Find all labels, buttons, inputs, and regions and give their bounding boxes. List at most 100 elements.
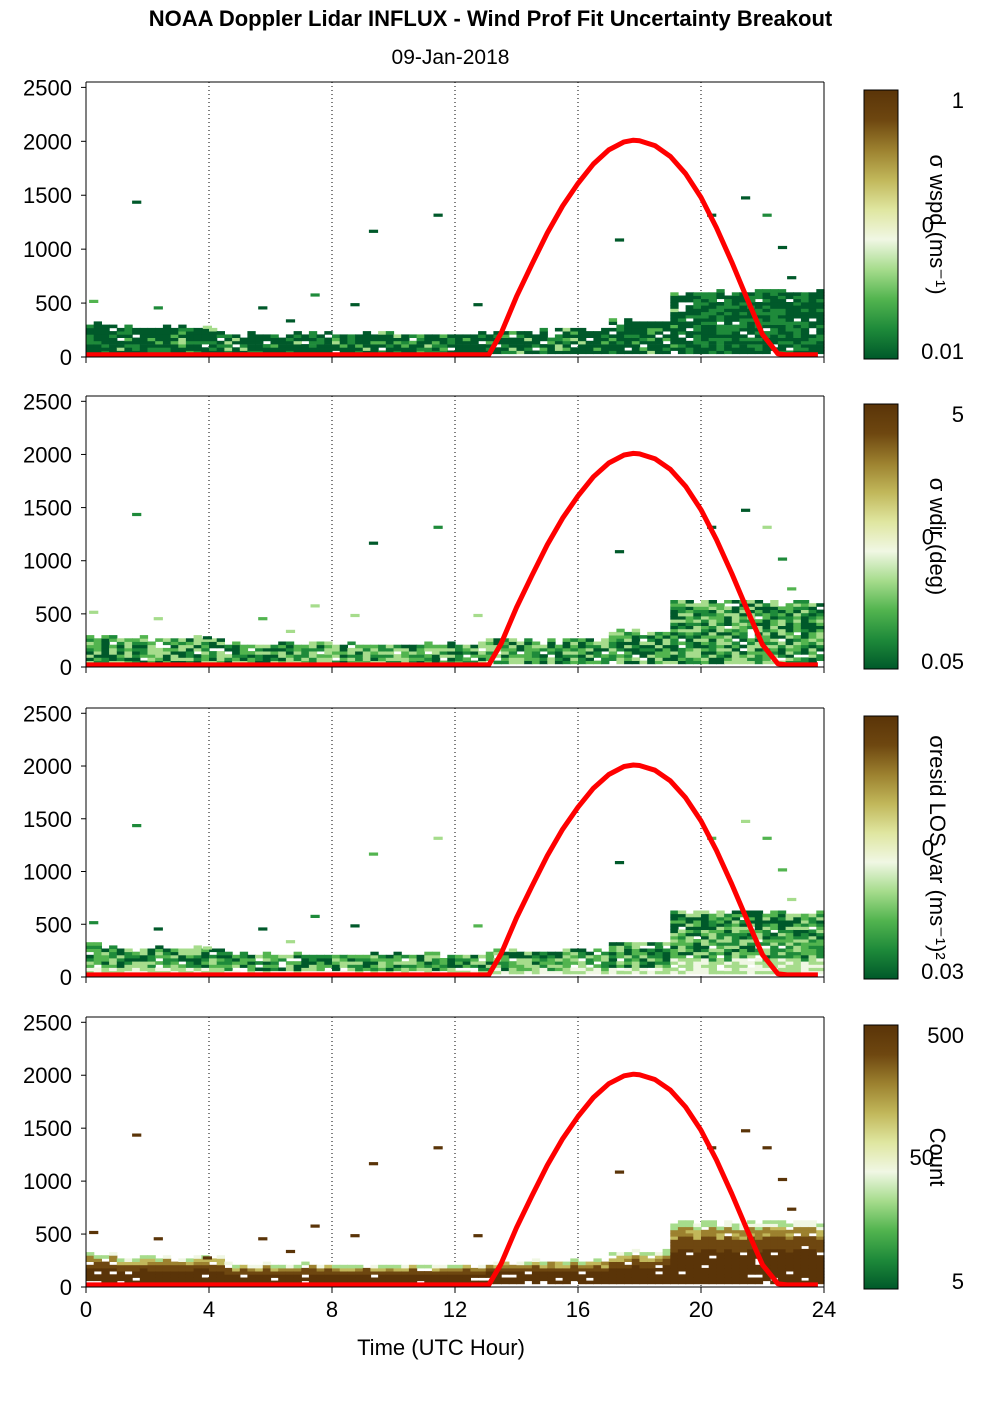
heatmap-cell: [270, 961, 279, 965]
heatmap-cell: [554, 1267, 564, 1272]
heatmap-cell: [416, 344, 425, 348]
heatmap-cell: [762, 1220, 771, 1224]
heatmap-cell: [478, 654, 487, 658]
heatmap-cell: [224, 1274, 233, 1278]
heatmap-cell: [86, 967, 95, 972]
heatmap-cell: [624, 344, 633, 348]
heatmap-cell: [770, 327, 779, 332]
heatmap-cell: [808, 951, 817, 956]
heatmap-cell: [562, 654, 571, 658]
heatmap-cell: [447, 337, 456, 342]
heatmap-cell: [670, 1245, 679, 1250]
heatmap-cell: [747, 1223, 756, 1228]
heatmap-cell: [800, 964, 810, 968]
heatmap-cell: [731, 916, 741, 921]
heatmap-cell: [547, 1261, 556, 1266]
heatmap-cell: [116, 958, 126, 962]
heatmap-cell: [162, 334, 172, 338]
heatmap-cell: [777, 347, 787, 351]
heatmap-cell: [155, 327, 164, 332]
heatmap-cell: [816, 910, 825, 915]
heatmap-cell: [216, 948, 225, 953]
heatmap-cell: [754, 622, 764, 626]
heatmap-cell: [670, 1255, 679, 1259]
heatmap-cell: [539, 1277, 548, 1282]
chart-subtitle: 09-Jan-2018: [391, 46, 510, 69]
heatmap-cell: [677, 945, 687, 949]
heatmap-cell: [447, 1264, 456, 1269]
heatmap-cell: [209, 1274, 218, 1278]
heatmap-cell: [793, 331, 802, 335]
heatmap-cell: [86, 331, 95, 335]
heatmap-cell: [631, 961, 641, 965]
heatmap-cell: [708, 612, 717, 617]
heatmap-cell: [101, 948, 110, 953]
heatmap-cell: [701, 948, 710, 953]
heatmap-cell: [785, 324, 794, 329]
heatmap-cell: [762, 302, 771, 306]
heatmap-cell: [293, 967, 302, 972]
heatmap-cell: [631, 954, 641, 959]
heatmap-cell: [708, 935, 717, 940]
colorbar-label: σresid LOS var (ms⁻¹)²: [925, 735, 950, 959]
heatmap-cell: [647, 344, 656, 348]
heatmap-cell: [162, 340, 172, 345]
heatmap-cell: [232, 651, 241, 655]
heatmap-cell: [462, 651, 471, 655]
heatmap-cell: [516, 951, 525, 956]
heatmap-cell: [562, 641, 571, 646]
heatmap-cell: [109, 961, 118, 965]
heatmap-cell: [501, 1277, 510, 1282]
heatmap-cell: [808, 1258, 817, 1262]
heatmap-cell: [209, 651, 218, 655]
colorbar: [863, 403, 899, 670]
heatmap-cell: [793, 967, 802, 972]
y-tick-label: 2000: [23, 442, 72, 467]
heatmap-cell: [554, 1271, 564, 1275]
heatmap-cell: [724, 628, 733, 633]
heatmap-cell: [793, 961, 802, 965]
heatmap-cell: [139, 641, 149, 646]
heatmap-cell: [116, 660, 126, 665]
heatmap-cell: [416, 657, 425, 661]
heatmap-cell: [685, 638, 694, 642]
heatmap-cell: [193, 951, 202, 956]
heatmap-cell: [585, 657, 594, 661]
heatmap-cell: [616, 635, 625, 639]
heatmap-cell: [239, 337, 249, 342]
heatmap-cell: [232, 340, 241, 345]
heatmap-cell: [800, 932, 810, 937]
heatmap-cell: [693, 612, 702, 617]
heatmap-cell: [585, 347, 594, 351]
heatmap-cell: [777, 289, 787, 293]
heatmap-cell: [639, 948, 648, 953]
heatmap-cell: [631, 1261, 641, 1266]
heatmap-cell: [216, 657, 225, 661]
heatmap-cell: [677, 628, 687, 633]
heatmap-cell: [93, 321, 102, 325]
heatmap-cell: [662, 958, 671, 962]
heatmap-cell: [493, 970, 502, 975]
heatmap-cell: [332, 340, 341, 345]
y-tick-label: 1500: [23, 1116, 72, 1141]
heatmap-cell: [624, 647, 633, 652]
heatmap-cell: [616, 954, 625, 959]
heatmap-cell: [516, 331, 525, 335]
heatmap-cell: [124, 651, 133, 655]
heatmap-cell: [531, 660, 541, 665]
heatmap-cell: [777, 913, 787, 918]
heatmap-cell: [654, 1258, 664, 1262]
heatmap-cell: [147, 344, 156, 348]
heatmap-cell: [209, 337, 218, 342]
heatmap-cell: [401, 660, 410, 665]
heatmap-cell: [501, 964, 510, 968]
heatmap-cell: [116, 1277, 126, 1282]
heatmap-cell: [624, 1258, 633, 1262]
heatmap-cell: [270, 1280, 279, 1285]
heatmap-cell: [677, 1233, 687, 1237]
heatmap-cell: [785, 616, 794, 620]
heatmap-cell: [639, 942, 648, 946]
heatmap-cell: [747, 1267, 756, 1272]
heatmap-cell: [247, 967, 256, 972]
heatmap-cell: [339, 954, 348, 959]
